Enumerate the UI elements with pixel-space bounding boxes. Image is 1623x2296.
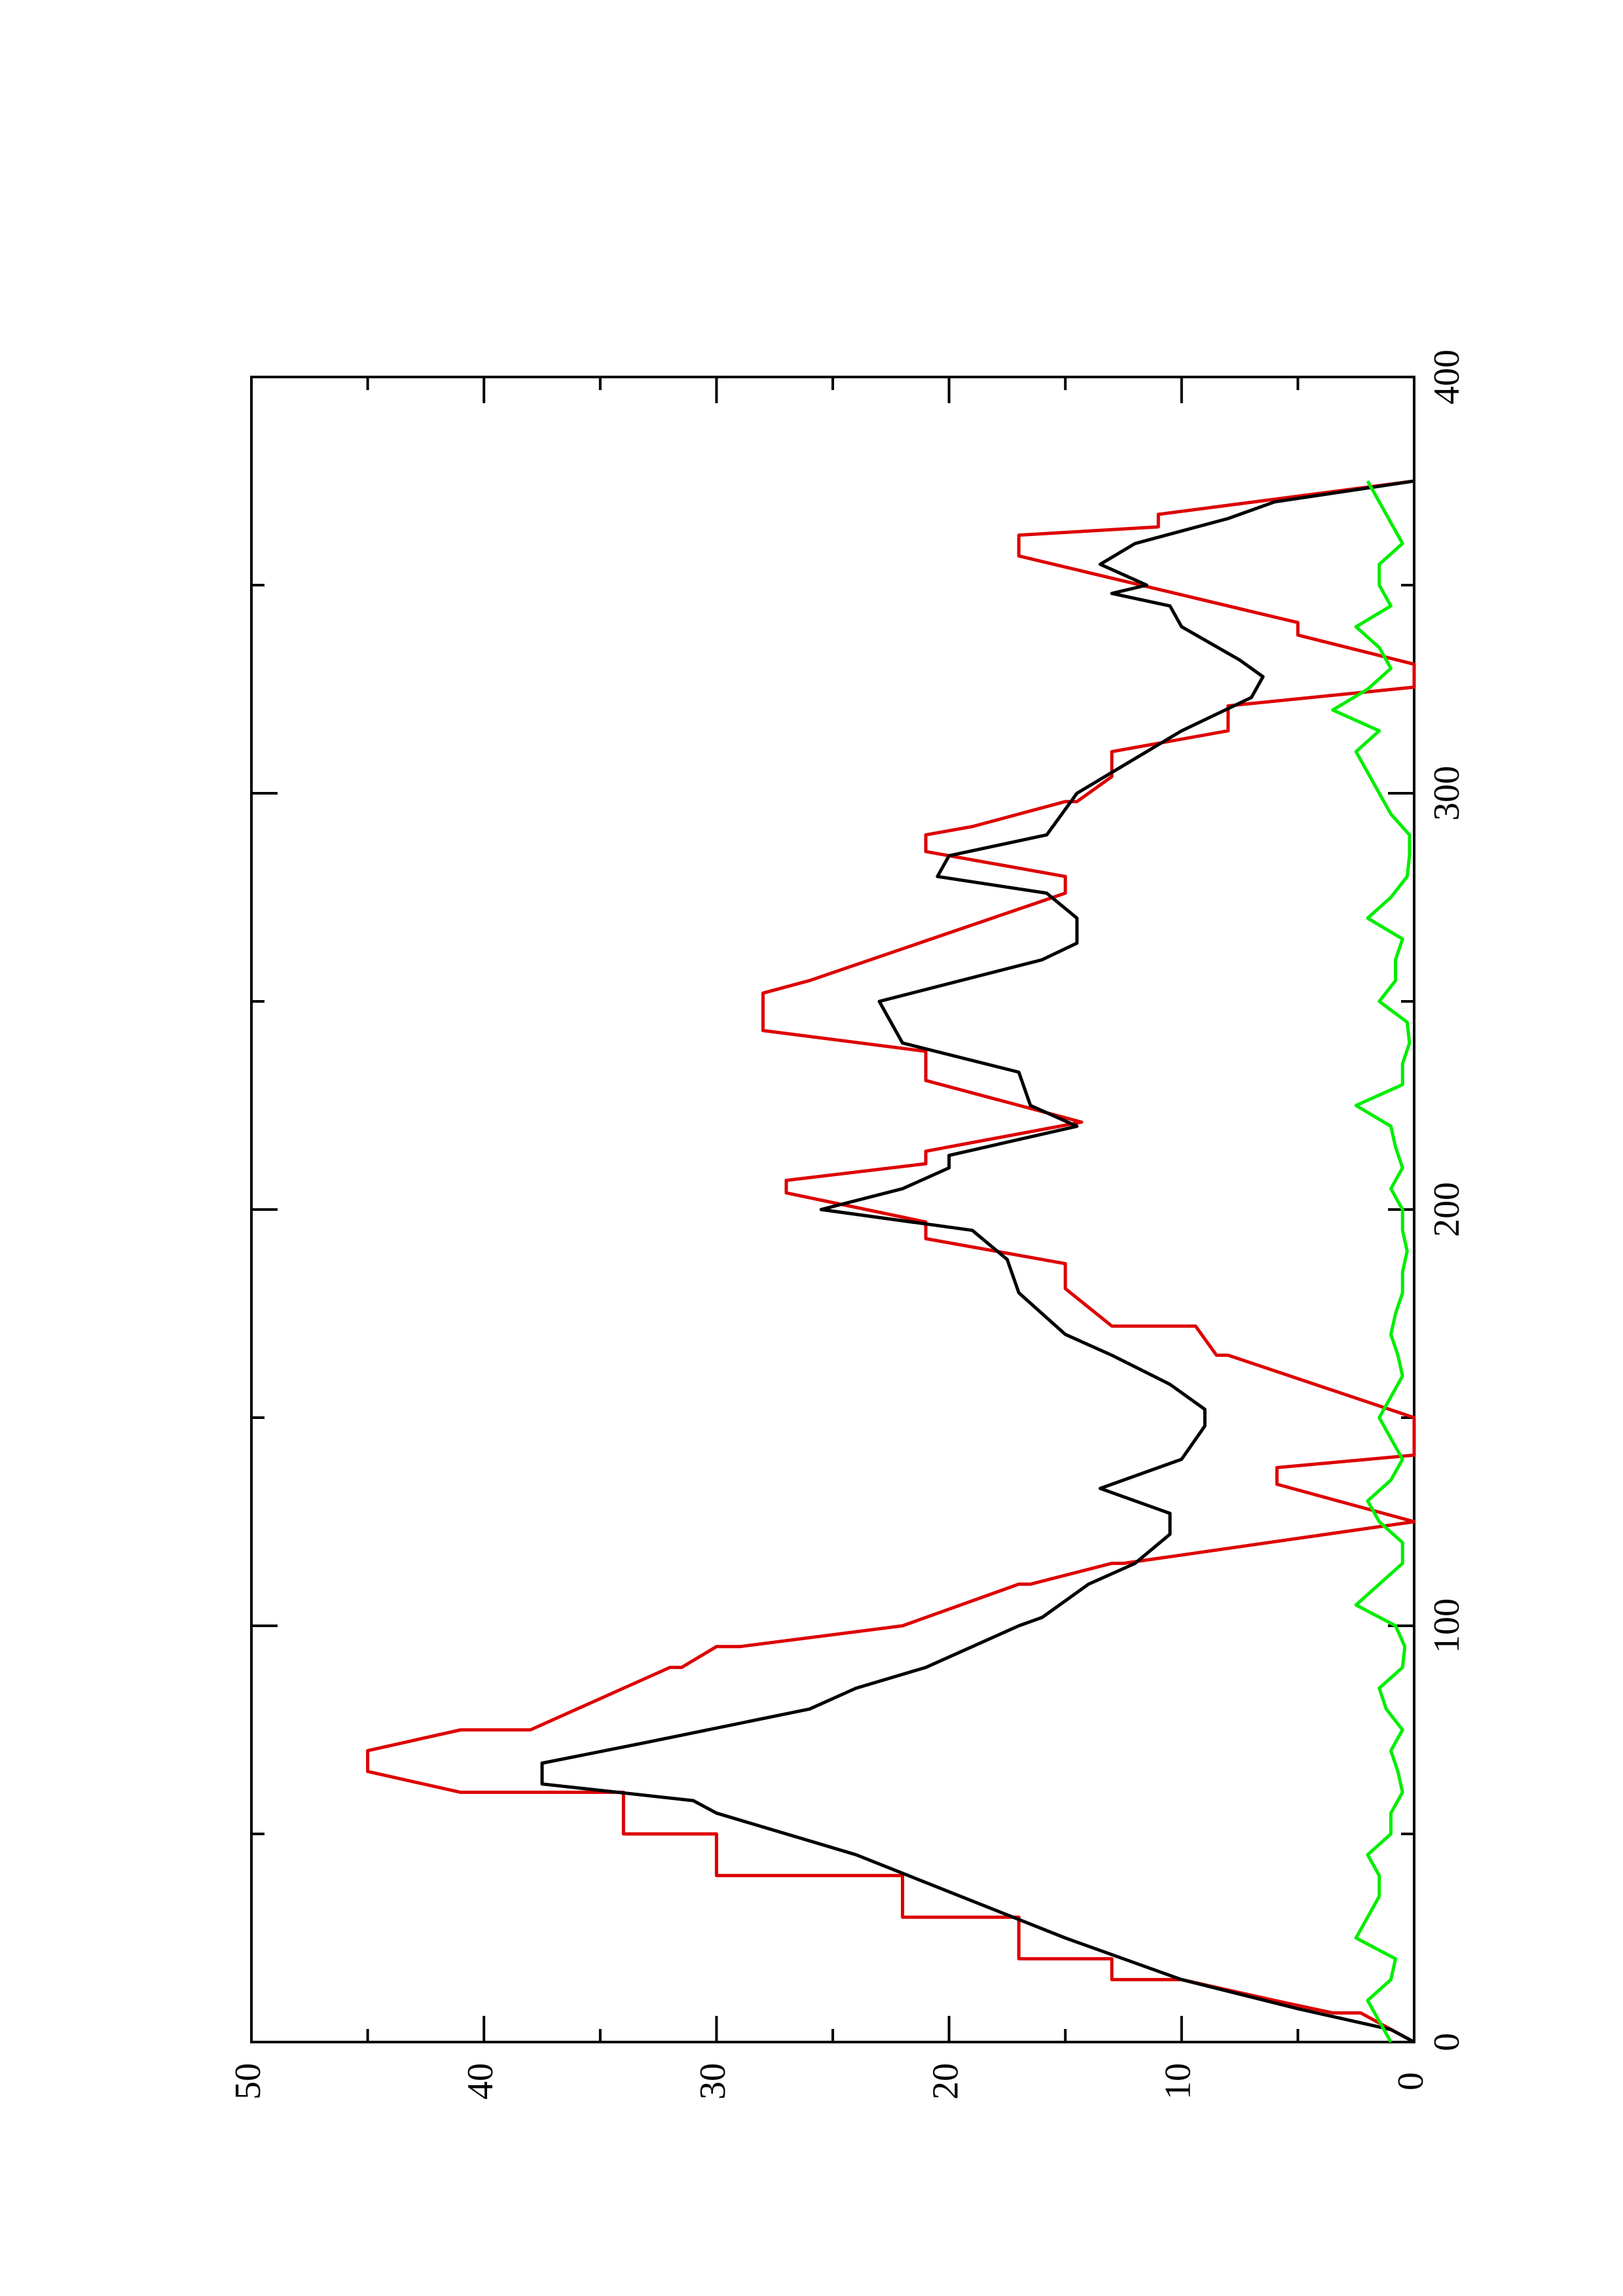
x-tick-label: 200 [1427,1182,1467,1237]
y-tick-label: 0 [1391,2072,1431,2090]
y-tick-label: 10 [1158,2063,1199,2100]
x-tick-label: 400 [1427,350,1467,404]
series-line [366,479,1416,2044]
y-tick-label: 50 [228,2063,268,2100]
series-line [1331,480,1412,2043]
y-tick-label: 40 [460,2063,501,2100]
x-tick-label: 100 [1427,1598,1467,1653]
x-tick-label: 300 [1427,766,1467,821]
series-line [540,479,1415,2044]
y-tick-label: 30 [693,2063,733,2100]
y-tick-label: 20 [925,2063,966,2100]
x-tick-label: 0 [1427,2033,1467,2051]
